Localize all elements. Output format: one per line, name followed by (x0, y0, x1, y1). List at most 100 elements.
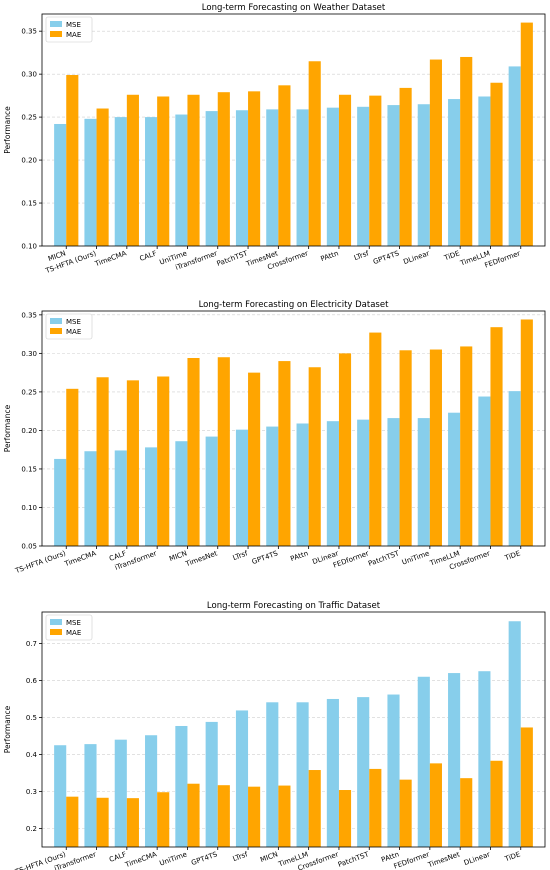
bar-mae (278, 361, 291, 546)
chart-title: Long-term Forecasting on Traffic Dataset (207, 601, 381, 611)
y-tick-label: 0.25 (21, 388, 37, 396)
x-tick-label: TimeCMA (63, 549, 98, 568)
y-tick-label: 0.4 (26, 751, 38, 759)
x-tick-label: DLinear (402, 249, 430, 266)
bar-mae (187, 94, 200, 246)
bar-mae (66, 388, 79, 546)
x-tick-label: GPT4TS (372, 249, 401, 266)
bar-mae (369, 95, 382, 246)
y-tick-label: 0.5 (26, 714, 37, 722)
bar-mae (187, 783, 200, 847)
bar-mse (145, 735, 158, 847)
x-tick-label: UniTime (401, 549, 431, 566)
bar-mae (399, 87, 412, 246)
bar-mae (66, 75, 79, 246)
bar-mae (126, 798, 139, 847)
x-tick-label: PAttn (320, 249, 340, 263)
bar-mse (417, 676, 430, 847)
y-tick-label: 0.15 (21, 200, 37, 208)
bar-mse (235, 429, 249, 546)
bar-mae (399, 779, 412, 847)
plot-frame (41, 310, 546, 547)
bar-mae (217, 785, 230, 847)
legend-label-mse: MSE (66, 619, 81, 627)
y-tick-label: 0.2 (26, 825, 37, 833)
legend-label-mae: MAE (66, 31, 81, 39)
bar-mae (520, 319, 533, 546)
y-axis-label: Performance (3, 404, 12, 452)
x-tick-label: TiDE (503, 549, 522, 562)
bar-mse (114, 739, 127, 847)
x-tick-label: PAttn (289, 549, 309, 563)
bar-mse (326, 421, 339, 546)
y-tick-label: 0.6 (26, 677, 38, 685)
bar-mae (308, 770, 321, 847)
bar-mae (369, 768, 382, 847)
bar-mse (266, 702, 279, 847)
chart-title: Long-term Forecasting on Electricity Dat… (199, 300, 390, 310)
y-tick-label: 0.30 (21, 350, 37, 358)
x-tick-label: TimesNet (184, 549, 219, 568)
bar-mae (520, 727, 533, 847)
bar-mae (248, 372, 261, 546)
bar-mse (357, 106, 370, 246)
bar-mse (235, 710, 249, 847)
bar-mse (114, 117, 127, 246)
bar-mae (338, 94, 352, 246)
legend-swatch-mae (50, 328, 62, 334)
x-tick-label: LTrsf (232, 850, 249, 863)
bar-mae (460, 346, 473, 546)
x-tick-label: TimeCMA (93, 249, 128, 268)
y-tick-label: 0.35 (21, 311, 37, 319)
legend-label-mse: MSE (66, 21, 81, 29)
bar-mae (157, 96, 170, 246)
bar-mae (308, 61, 321, 246)
y-tick-label: 0.25 (21, 114, 37, 122)
legend-swatch-mae (50, 629, 62, 635)
bar-mse (448, 673, 461, 847)
x-tick-label: DLinear (463, 850, 491, 867)
y-tick-label: 0.35 (21, 28, 37, 36)
bar-mae (248, 91, 261, 246)
bar-mse (266, 109, 279, 246)
bar-mse (508, 66, 521, 246)
y-axis-label: Performance (3, 106, 12, 154)
bar-mae (187, 358, 200, 546)
x-tick-label: TiDE (442, 249, 461, 262)
bar-mae (96, 797, 109, 847)
bar-mse (296, 109, 309, 246)
x-tick-label: TS-HFTA (Ours) (13, 549, 67, 575)
bar-mae (490, 327, 503, 546)
bar-mae (66, 796, 79, 847)
bar-mse (205, 436, 218, 546)
x-tick-label: PatchTST (337, 850, 371, 869)
bar-mae (399, 350, 412, 546)
bar-mae (338, 790, 352, 847)
x-tick-label: PatchTST (367, 549, 401, 568)
x-tick-label: GPT4TS (251, 549, 280, 566)
bar-mse (296, 423, 309, 546)
bar-mse (205, 111, 218, 246)
bar-mse (508, 391, 521, 546)
bar-mse (357, 419, 370, 546)
bar-mae (157, 792, 170, 847)
bar-mse (417, 418, 430, 546)
bar-mse (54, 458, 67, 546)
bar-mse (145, 117, 158, 246)
bar-mse (114, 450, 127, 546)
bar-mae (460, 778, 473, 847)
bar-mse (448, 412, 461, 546)
x-tick-label: UniTime (158, 850, 188, 867)
bar-mae (490, 760, 503, 847)
bar-mse (296, 702, 309, 847)
legend-label-mae: MAE (66, 328, 81, 336)
x-tick-label: GPT4TS (190, 850, 219, 867)
bar-mae (217, 92, 230, 246)
bar-mse (387, 105, 400, 246)
bar-mae (369, 332, 382, 546)
bar-mse (145, 447, 158, 546)
y-tick-label: 0.3 (26, 788, 37, 796)
y-tick-label: 0.20 (21, 427, 37, 435)
bar-mse (478, 96, 491, 246)
